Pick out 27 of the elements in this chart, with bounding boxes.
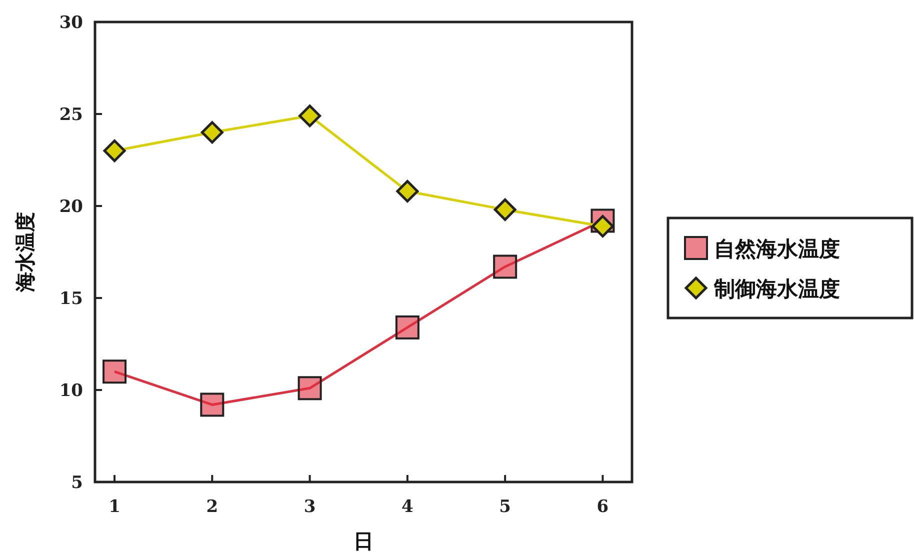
x-tick-label: 4 <box>402 497 414 517</box>
y-tick-label: 5 <box>71 473 83 493</box>
point <box>103 140 126 162</box>
point <box>200 392 224 417</box>
y-tick-label: 20 <box>59 197 84 217</box>
x-tick-label: 3 <box>304 497 316 517</box>
y-tick-label: 10 <box>59 381 84 401</box>
point <box>494 198 516 221</box>
y-tick-label: 30 <box>59 13 84 33</box>
point <box>591 214 614 238</box>
point <box>493 254 518 279</box>
point <box>200 121 224 144</box>
point <box>395 315 420 340</box>
x-axis-title: 日 <box>354 529 374 553</box>
x-tick-label: 5 <box>499 497 511 517</box>
point <box>298 104 322 128</box>
point <box>102 360 127 384</box>
x-tick-label: 2 <box>206 497 218 517</box>
point <box>396 180 419 203</box>
y-tick-label: 25 <box>59 105 83 125</box>
y-axis-title: 海水温度 <box>13 212 37 293</box>
x-tick-label: 1 <box>108 497 120 517</box>
x-tick-label: 6 <box>596 497 609 517</box>
legend-label: 制御海水温度 <box>713 276 840 301</box>
point <box>298 376 322 400</box>
legend-label: 自然海水温度 <box>714 236 840 261</box>
y-tick-label: 15 <box>59 289 83 309</box>
